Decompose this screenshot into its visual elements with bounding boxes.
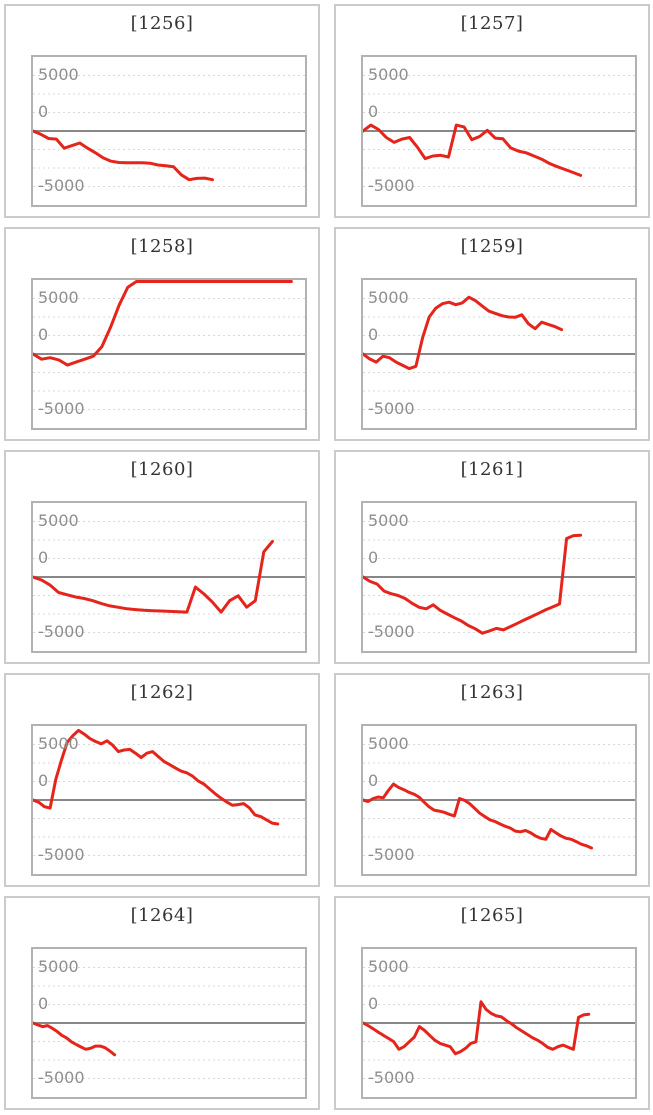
plot-area: 5000 0 -5000 (31, 55, 307, 207)
chart-card-1259: [1259] 5000 0 -5000 (334, 227, 650, 441)
profit-series-line (33, 728, 280, 826)
chart-title: [1264] (130, 905, 194, 926)
chart-title: [1265] (460, 905, 524, 926)
profit-series-line (363, 123, 583, 177)
plot-area: 5000 0 -5000 (31, 278, 307, 430)
chart-card-1261: [1261] 5000 0 -5000 (334, 450, 650, 664)
plot-area: 5000 0 -5000 (361, 724, 637, 876)
plot-area: 5000 0 -5000 (31, 501, 307, 653)
profit-series-line (33, 280, 293, 367)
plot-area: 5000 0 -5000 (361, 278, 637, 430)
chart-title: [1257] (460, 13, 524, 34)
chart-card-1262: [1262] 5000 0 -5000 (4, 673, 320, 887)
plot-area: 5000 0 -5000 (31, 947, 307, 1099)
chart-title: [1260] (130, 459, 194, 480)
chart-title: [1261] (460, 459, 524, 480)
profit-series-line (363, 782, 593, 850)
profit-series-line (33, 1021, 117, 1057)
profit-series-line (363, 1000, 591, 1056)
chart-title: [1262] (130, 682, 194, 703)
chart-title: [1258] (130, 236, 194, 257)
chart-card-1256: [1256] 5000 0 -5000 (4, 4, 320, 218)
chart-card-1257: [1257] 5000 0 -5000 (334, 4, 650, 218)
plot-area: 5000 0 -5000 (361, 947, 637, 1099)
chart-title: [1259] (460, 236, 524, 257)
profit-series-line (363, 295, 564, 371)
profit-series-line (33, 540, 274, 614)
profit-series-line (363, 533, 583, 635)
chart-card-1264: [1264] 5000 0 -5000 (4, 896, 320, 1110)
chart-card-1265: [1265] 5000 0 -5000 (334, 896, 650, 1110)
chart-title: [1256] (130, 13, 194, 34)
profit-series-line (33, 129, 214, 182)
chart-card-1263: [1263] 5000 0 -5000 (334, 673, 650, 887)
plot-area: 5000 0 -5000 (361, 55, 637, 207)
chart-title: [1263] (460, 682, 524, 703)
chart-card-1260: [1260] 5000 0 -5000 (4, 450, 320, 664)
plot-area: 5000 0 -5000 (31, 724, 307, 876)
chart-card-1258: [1258] 5000 0 -5000 (4, 227, 320, 441)
plot-area: 5000 0 -5000 (361, 501, 637, 653)
